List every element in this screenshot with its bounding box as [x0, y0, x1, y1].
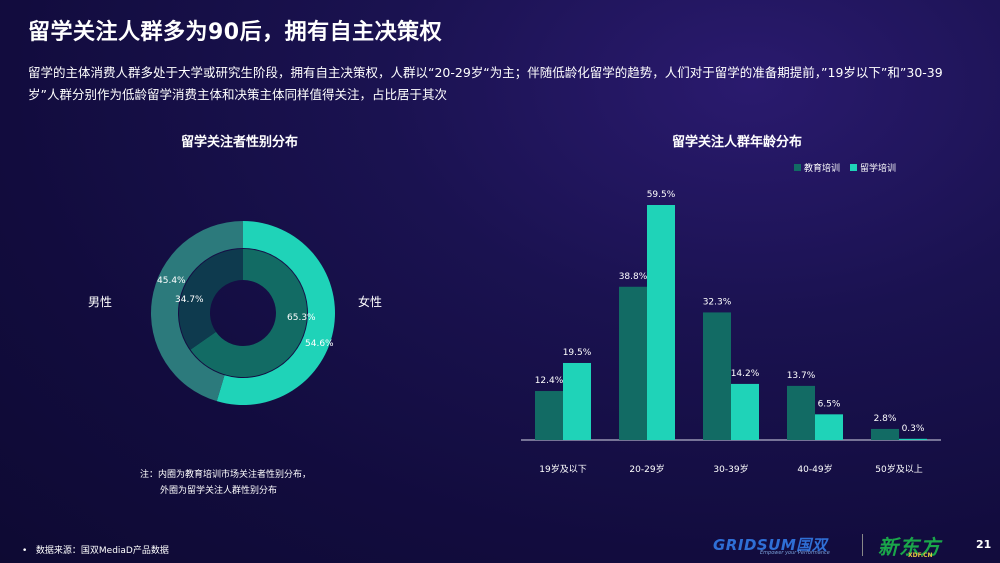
bar-value-label: 59.5%: [647, 190, 676, 200]
outer-male-pct: 45.4%: [157, 276, 186, 286]
bar-value-label: 12.4%: [535, 376, 564, 386]
donut-note-line2: 外圈为留学关注人群性别分布: [160, 486, 278, 496]
bar-study-abroad-1: [647, 205, 675, 440]
bar-education-3: [787, 385, 815, 440]
inner-male-pct: 34.7%: [175, 295, 204, 305]
legend-item-study-abroad: 留学培训: [850, 161, 896, 174]
legend-label-study-abroad: 留学培训: [860, 164, 897, 174]
legend-swatch-education: [794, 164, 801, 171]
x-tick-label: 40-49岁: [797, 463, 832, 475]
bar-study-abroad-4: [899, 438, 927, 440]
page-description: 留学的主体消费人群多处于大学或研究生阶段，拥有自主决策权，人群以“20-29岁“…: [28, 65, 943, 102]
bar-value-label: 32.3%: [703, 297, 732, 307]
bar-education-0: [535, 391, 563, 440]
male-label: 男性: [88, 295, 113, 309]
bar-study-abroad-3: [815, 414, 843, 440]
bar-education-1: [619, 286, 647, 440]
donut-outer-male-slice: [150, 221, 243, 402]
x-tick-label: 30-39岁: [713, 463, 748, 475]
donut-note-line1: 注：内圈为教育培训市场关注者性别分布，: [140, 470, 312, 480]
bar-value-label: 6.5%: [818, 399, 841, 409]
x-tick-label: 19岁及以下: [539, 463, 586, 475]
bar-value-label: 13.7%: [787, 371, 816, 381]
bar-education-2: [703, 312, 731, 440]
data-source-footer: • 数据来源：国双MediaD产品数据: [22, 543, 169, 556]
female-label: 女性: [358, 295, 383, 309]
x-tick-label: 50岁及以上: [875, 463, 922, 475]
bar-value-label: 2.8%: [874, 414, 897, 424]
inner-female-pct: 65.3%: [287, 313, 316, 323]
x-tick-label: 20-29岁: [629, 463, 664, 475]
logo-divider: [862, 534, 863, 556]
bar-education-4: [871, 428, 899, 440]
page-number: 21: [976, 538, 992, 551]
gridsum-logo: GRIDSUM国双: [713, 536, 828, 554]
legend-swatch-study-abroad: [850, 164, 858, 171]
bar-chart-legend: 教育培训 留学培训: [794, 161, 896, 174]
bar-chart-title: 留学关注人群年龄分布: [672, 135, 803, 150]
bar-value-label: 14.2%: [731, 369, 760, 379]
legend-item-education: 教育培训: [794, 161, 840, 174]
donut-chart-title: 留学关注者性别分布: [181, 135, 299, 150]
footer-bullet: •: [22, 546, 28, 556]
bar-value-label: 38.8%: [619, 272, 648, 282]
bar-value-label: 19.5%: [563, 348, 592, 358]
legend-label-education: 教育培训: [804, 164, 841, 174]
xdf-logo-sub: XDF.CN: [908, 552, 933, 559]
donut-outer-female-slice: [216, 221, 335, 405]
outer-female-pct: 54.6%: [305, 339, 334, 349]
bar-value-label: 0.3%: [902, 424, 925, 434]
xdf-logo: 新东方: [878, 535, 941, 559]
gridsum-tagline: Empower your Performance: [760, 550, 830, 556]
bar-study-abroad-2: [731, 383, 759, 440]
bar-study-abroad-0: [563, 362, 591, 440]
page-title: 留学关注人群多为90后，拥有自主决策权: [28, 20, 443, 45]
footer-source: 数据来源：国双MediaD产品数据: [35, 546, 169, 556]
